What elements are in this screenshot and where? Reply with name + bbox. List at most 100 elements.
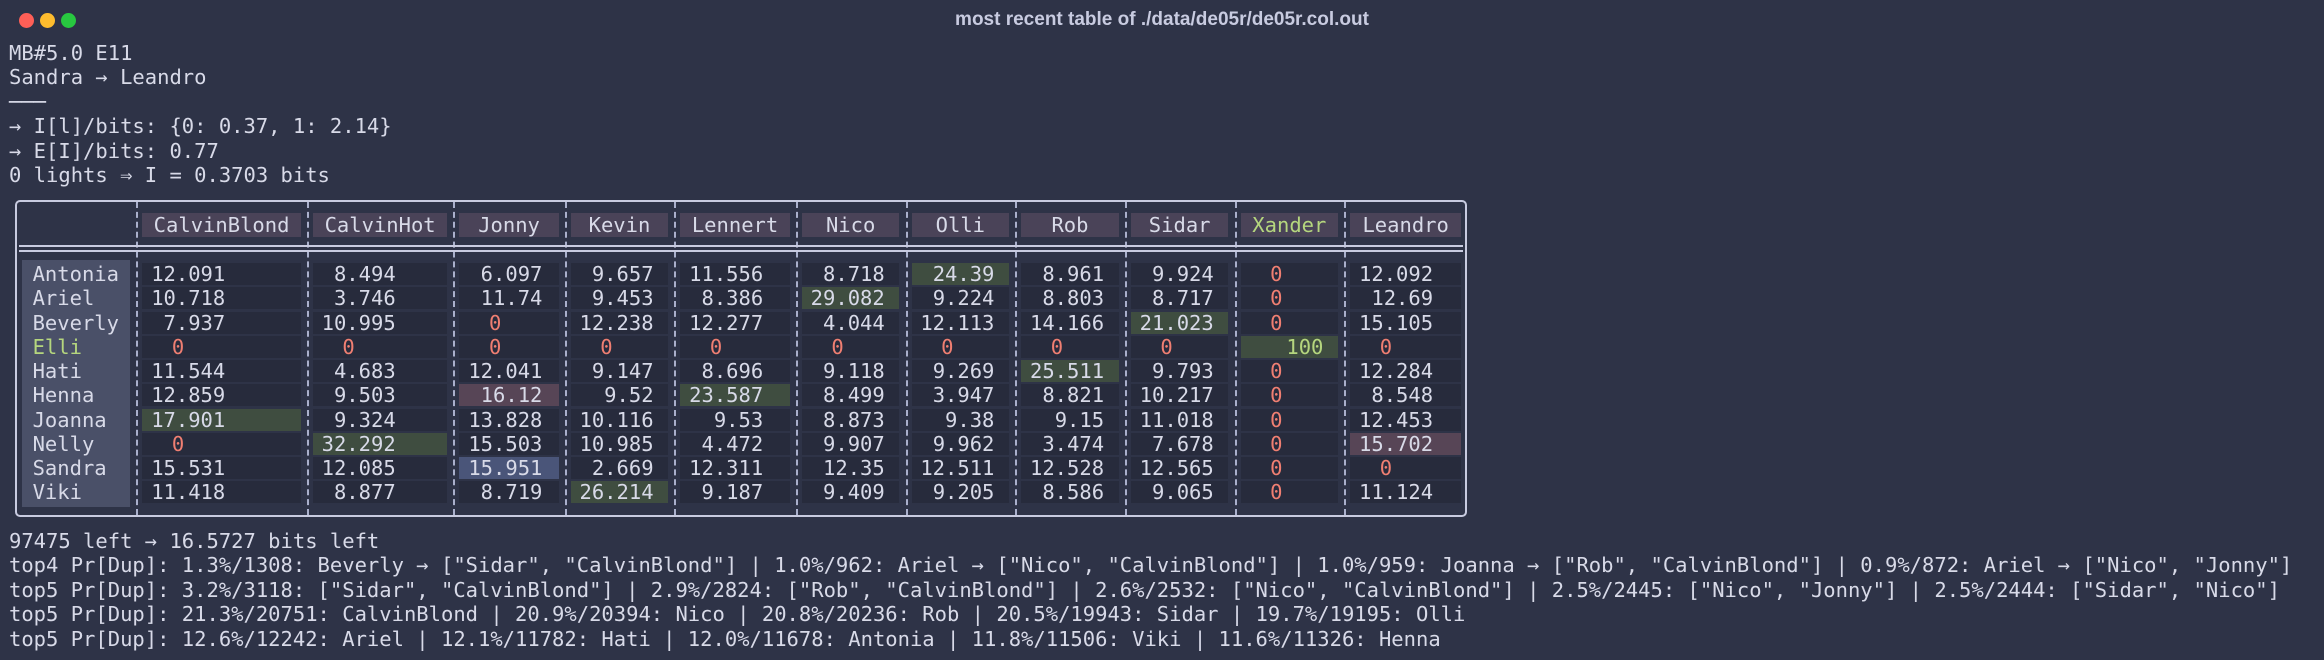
cell-bg [1130, 457, 1229, 480]
cell-bg [911, 263, 1010, 285]
table-cell: 21.023 [1139, 310, 1214, 335]
table-cell: 12.565 [1139, 456, 1214, 481]
table-cell: 0 [941, 334, 954, 359]
header-cell-bg [801, 213, 900, 237]
column-separator [1234, 202, 1237, 515]
cell-bg [312, 360, 448, 383]
table-cell: 0 [1270, 456, 1283, 481]
cell-bg [142, 311, 301, 334]
table-cell: 8.717 [1152, 286, 1214, 311]
table-cell: 9.118 [823, 359, 885, 384]
table-cell: 12.085 [321, 456, 396, 481]
close-button[interactable] [19, 13, 34, 28]
table-cell: 9.269 [932, 359, 995, 384]
cell-bg [680, 287, 790, 310]
cell-bg [142, 263, 301, 285]
table-cell: 12.238 [579, 310, 654, 335]
table-cell: 9.907 [823, 431, 885, 456]
table-cell: 0 [1379, 334, 1393, 359]
table-cell: 32.292 [321, 431, 396, 456]
cell-bg [1130, 335, 1229, 358]
output-line: 0 lights ⇒ I = 0.3703 bits [9, 163, 330, 187]
cell-bg [570, 457, 669, 480]
cell-bg [911, 457, 1010, 480]
cell-bg [801, 384, 900, 407]
row-label: Hati [32, 359, 82, 384]
table-cell: 8.386 [701, 286, 764, 311]
column-separator [1344, 202, 1347, 515]
table-cell: 15.702 [1359, 431, 1434, 456]
cell-bg [801, 311, 900, 334]
table-cell: 15.951 [468, 456, 543, 481]
column-separator [905, 202, 908, 515]
table-cell: 0 [1050, 334, 1064, 359]
table-cell: 10.116 [579, 407, 654, 432]
cell-bg [680, 384, 790, 407]
table-cell: 12.453 [1359, 407, 1434, 432]
table-cell: 9.53 [713, 407, 764, 432]
cell-bg [1130, 360, 1229, 383]
table-cell: 29.082 [810, 286, 885, 311]
cell-bg [680, 432, 790, 455]
table-cell: 12.311 [689, 456, 764, 481]
table-cell: 9.657 [591, 262, 654, 286]
table-cell: 4.044 [823, 310, 885, 335]
table-cell: 0 [1270, 383, 1283, 408]
maximize-button[interactable] [61, 13, 76, 28]
column-header: Sidar [1148, 213, 1211, 237]
column-header: Rob [1051, 213, 1089, 237]
cell-bg [1021, 287, 1119, 310]
row-label: Elli [32, 334, 82, 359]
cell-bg [1021, 457, 1119, 480]
table-cell: 12.113 [920, 310, 995, 335]
minimize-button[interactable] [40, 13, 55, 28]
cell-bg [911, 481, 1010, 504]
cell-bg [459, 335, 559, 358]
table-cell: 9.793 [1152, 359, 1214, 384]
header-cell-bg [680, 213, 790, 237]
table-cell: 12.091 [151, 262, 226, 286]
table-cell: 9.962 [932, 431, 995, 456]
row-label: Viki [32, 480, 82, 505]
row-label: Beverly [32, 310, 119, 335]
cell-bg [1021, 263, 1119, 285]
table-cell: 0 [342, 334, 355, 359]
column-separator [564, 202, 567, 515]
cell-bg [459, 287, 559, 310]
cell-bg [801, 287, 900, 310]
cell-bg [142, 432, 301, 455]
output-line: top5 Pr[Dup]: 3.2%/3118: ["Sidar", "Calv… [9, 577, 2280, 602]
table-cell: 10.217 [1139, 383, 1214, 408]
cell-bg [570, 408, 669, 431]
header-rule [18, 250, 1464, 252]
cell-bg [1240, 360, 1339, 383]
table-cell: 0 [1270, 407, 1283, 432]
cell-bg [1021, 311, 1119, 334]
cell-bg [142, 408, 301, 431]
cell-bg [911, 311, 1010, 334]
table-cell: 8.718 [823, 262, 885, 286]
cell-bg [1350, 360, 1462, 383]
table-cell: 9.38 [945, 407, 995, 432]
table-cell: 9.147 [591, 359, 654, 384]
table-cell: 9.324 [333, 407, 396, 432]
column-separator [136, 202, 139, 515]
table-cell: 11.018 [1139, 407, 1214, 432]
table-cell: 9.15 [1054, 407, 1105, 432]
table-cell: 23.587 [689, 383, 764, 408]
cell-bg [1240, 481, 1339, 504]
table-cell: 0 [171, 431, 185, 456]
cell-bg [1240, 384, 1339, 407]
header-cell-bg [1240, 213, 1339, 237]
table-cell: 0 [1270, 286, 1283, 311]
table-cell: 12.277 [689, 310, 764, 335]
table-cell: 14.166 [1030, 310, 1105, 335]
cell-bg [801, 360, 900, 383]
cell-bg [570, 335, 669, 358]
cell-bg [1350, 457, 1462, 480]
table-cell: 7.937 [163, 310, 226, 335]
header-cell-bg [1021, 213, 1119, 237]
cell-bg [459, 432, 559, 455]
column-header: Lennert [691, 213, 779, 237]
